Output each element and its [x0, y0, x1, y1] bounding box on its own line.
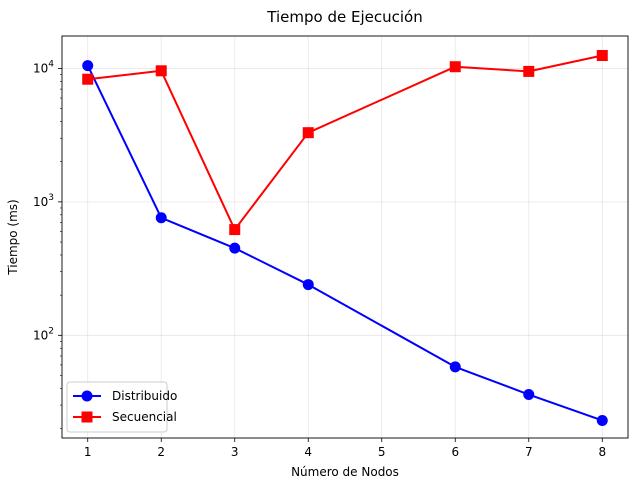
data-point-distribuido	[155, 212, 167, 224]
data-point-secuencial	[523, 65, 535, 77]
data-point-secuencial	[449, 61, 461, 73]
data-point-distribuido	[596, 414, 608, 426]
y-tick-label: 104	[33, 59, 54, 75]
x-tick-label: 1	[84, 445, 92, 459]
data-point-distribuido	[229, 242, 241, 254]
x-tick-label: 8	[598, 445, 606, 459]
data-point-secuencial	[596, 49, 608, 61]
y-tick-label: 102	[33, 326, 54, 342]
x-tick-label: 6	[451, 445, 459, 459]
data-point-distribuido	[449, 361, 461, 373]
legend-label: Distribuido	[112, 389, 177, 403]
x-axis-title: Número de Nodos	[291, 465, 399, 479]
y-tick-label: 103	[33, 193, 54, 209]
data-point-secuencial	[155, 65, 167, 77]
chart-title: Tiempo de Ejecución	[266, 8, 422, 26]
data-point-distribuido	[82, 60, 94, 72]
legend-label: Secuencial	[112, 410, 177, 424]
plot-frame	[61, 35, 629, 439]
x-tick-label: 2	[157, 445, 165, 459]
legend-marker	[81, 411, 93, 423]
x-tick-label: 5	[378, 445, 386, 459]
x-tick-label: 7	[525, 445, 533, 459]
x-tick-label: 3	[231, 445, 239, 459]
x-tick-label: 4	[304, 445, 312, 459]
ticks: 1 2 3 4 5 6 7 8 102 103 104	[33, 59, 606, 459]
data-point-secuencial	[82, 73, 94, 85]
series-layer	[82, 49, 608, 426]
data-point-secuencial	[229, 224, 241, 236]
legend-marker	[81, 390, 93, 402]
data-point-distribuido	[302, 279, 314, 291]
data-point-secuencial	[302, 127, 314, 139]
y-axis-title: Tiempo (ms)	[6, 199, 20, 275]
data-point-distribuido	[523, 389, 535, 401]
legend: Distribuido Secuencial	[66, 381, 177, 433]
